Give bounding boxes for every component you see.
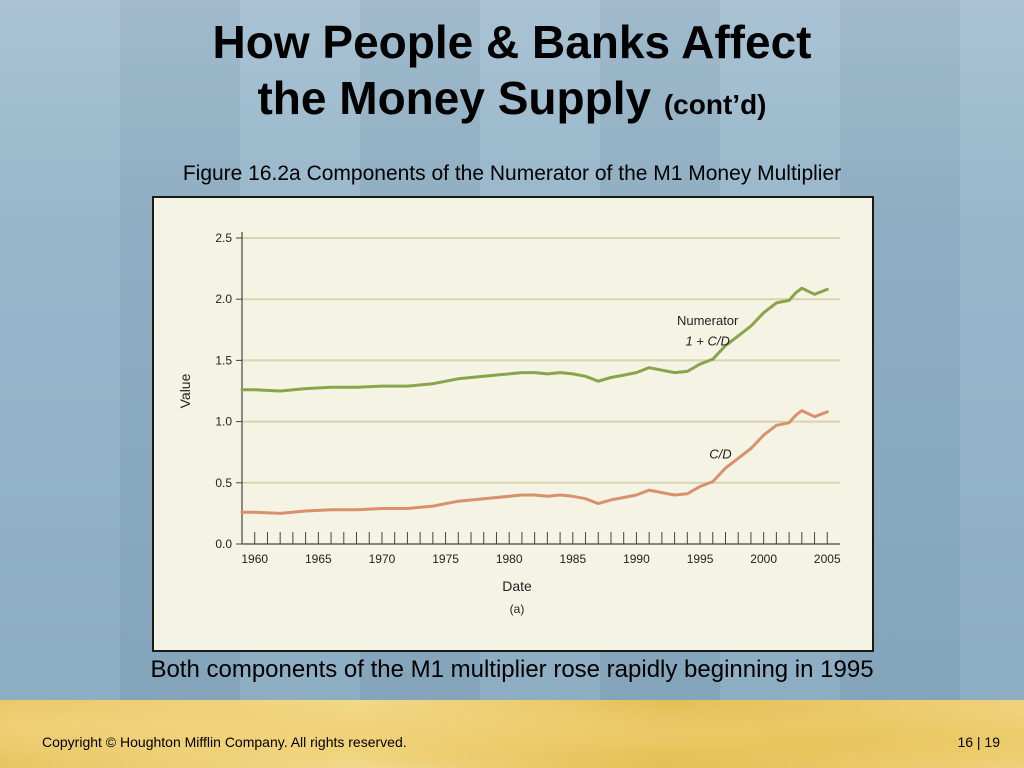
y-tick-label-3: 1.5 <box>215 353 232 367</box>
title-line-1: How People & Banks Affect <box>212 16 812 68</box>
slide-caption: Both components of the M1 multiplier ros… <box>150 656 874 683</box>
x-tick-label-8: 2000 <box>750 552 777 566</box>
x-tick-label-7: 1995 <box>687 552 714 566</box>
y-tick-label-1: 0.5 <box>215 476 232 490</box>
footer-bar: Copyright © Houghton Mifflin Company. Al… <box>0 700 1024 768</box>
figure-title: Figure 16.2a Components of the Numerator… <box>182 162 842 185</box>
y-tick-label-4: 2.0 <box>215 292 232 306</box>
x-tick-label-2: 1970 <box>369 552 396 566</box>
x-tick-label-1: 1965 <box>305 552 332 566</box>
x-tick-label-3: 1975 <box>432 552 459 566</box>
y-tick-label-5: 2.5 <box>215 231 232 245</box>
x-tick-label-0: 1960 <box>241 552 268 566</box>
y-axis-title: Value <box>177 373 193 408</box>
series-label-numerator: Numerator <box>677 313 739 328</box>
page-number: 16 | 19 <box>957 734 1000 750</box>
x-tick-label-9: 2005 <box>814 552 841 566</box>
title-line-2: the Money Supply <box>257 72 652 124</box>
x-tick-label-6: 1990 <box>623 552 650 566</box>
series-line-0 <box>240 286 829 393</box>
y-tick-label-2: 1.0 <box>215 415 232 429</box>
footer-copyright: Copyright © Houghton Mifflin Company. Al… <box>42 734 407 750</box>
title-suffix: (cont’d) <box>663 89 767 120</box>
x-axis-title: Date <box>502 578 532 594</box>
series-label-numerator-formula: 1 + C/D <box>685 334 729 349</box>
series-line-1 <box>240 409 829 515</box>
line-chart: 0.0 0.5 1.0 1.5 2.0 2.5 1960 1965 1970 1975 1980 19… <box>177 231 841 616</box>
series-label-cd: C/D <box>709 446 731 461</box>
slide-title: How People & Banks Affect the Money Supp… <box>0 14 1024 133</box>
panel-label: (a) <box>510 602 525 616</box>
chart-frame: 0.0 0.5 1.0 1.5 2.0 2.5 1960 1965 1970 1975 1980 19… <box>152 196 874 652</box>
y-tick-label-0: 0.0 <box>215 537 232 551</box>
x-tick-label-4: 1980 <box>496 552 523 566</box>
x-tick-label-5: 1985 <box>559 552 586 566</box>
